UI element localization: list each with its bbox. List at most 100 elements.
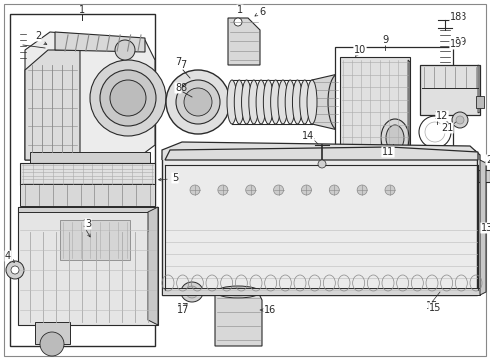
Text: 13: 13 [481,223,490,233]
Ellipse shape [278,80,288,124]
Text: 17: 17 [177,305,189,315]
Bar [10,14,155,346]
Circle shape [100,70,156,126]
Bar [476,96,484,108]
Polygon shape [165,147,478,160]
Text: 17: 17 [177,303,189,313]
Ellipse shape [186,286,198,298]
Bar [35,322,70,344]
Text: 1: 1 [79,5,85,15]
Polygon shape [478,65,480,113]
Polygon shape [55,32,145,52]
Circle shape [452,112,468,128]
Text: 21: 21 [442,123,454,133]
Text: 8: 8 [175,83,181,93]
Circle shape [245,185,256,195]
Text: 14: 14 [304,133,316,143]
Text: 18: 18 [455,12,467,22]
Polygon shape [462,150,490,198]
Circle shape [11,266,19,274]
Circle shape [110,80,146,116]
Text: 10: 10 [354,45,366,55]
Text: 6: 6 [259,7,265,17]
Text: 2: 2 [35,31,41,41]
Polygon shape [215,292,262,346]
Bar [60,220,130,260]
Bar [20,163,155,185]
Ellipse shape [263,80,273,124]
Circle shape [318,160,326,168]
Polygon shape [148,207,158,325]
Bar [18,207,158,325]
Ellipse shape [249,80,259,124]
Text: 5: 5 [172,173,178,183]
Circle shape [301,185,312,195]
Ellipse shape [181,282,203,302]
Text: 15: 15 [426,301,438,311]
Bar [335,47,453,162]
Polygon shape [162,142,480,160]
Text: 16: 16 [265,305,277,315]
Ellipse shape [386,125,404,151]
Text: 15: 15 [429,303,441,313]
Ellipse shape [270,80,281,124]
Polygon shape [228,18,260,65]
Text: 12: 12 [436,111,448,121]
Circle shape [40,332,64,356]
Ellipse shape [307,80,317,124]
Text: 7: 7 [175,57,181,67]
Text: 10: 10 [354,45,366,55]
Text: 4: 4 [5,251,11,261]
Polygon shape [408,60,410,160]
Text: 20: 20 [486,155,490,165]
Ellipse shape [242,80,251,124]
Circle shape [190,185,200,195]
Text: 16: 16 [264,305,276,315]
Ellipse shape [256,80,266,124]
Circle shape [385,185,395,195]
Text: 9: 9 [382,35,388,45]
Circle shape [218,185,228,195]
Bar [20,184,155,206]
Ellipse shape [300,80,310,124]
Polygon shape [25,32,155,160]
Text: 3: 3 [85,219,91,229]
Ellipse shape [227,80,237,124]
Ellipse shape [328,74,348,130]
Text: 8: 8 [180,83,186,93]
Text: 6: 6 [259,7,265,17]
Bar [420,65,480,115]
Polygon shape [18,207,158,212]
Circle shape [464,184,472,192]
Text: 18: 18 [450,12,462,22]
Ellipse shape [234,80,245,124]
Text: 9: 9 [382,35,388,45]
Ellipse shape [293,80,302,124]
Ellipse shape [216,286,260,298]
Circle shape [115,40,135,60]
Text: 4: 4 [5,251,11,261]
Text: 19: 19 [455,37,467,47]
Text: 7: 7 [180,60,186,70]
Circle shape [357,185,367,195]
Polygon shape [25,50,80,160]
Circle shape [184,88,212,116]
Circle shape [90,60,166,136]
Bar [162,155,477,295]
Text: 12: 12 [434,111,446,121]
Text: 3: 3 [82,219,88,229]
Text: 5: 5 [172,173,178,183]
Circle shape [329,185,339,195]
Text: 11: 11 [382,147,394,157]
Bar [30,152,150,164]
Text: 2: 2 [35,32,41,42]
Circle shape [6,261,24,279]
Text: 11: 11 [384,147,396,157]
Circle shape [166,70,230,134]
Polygon shape [162,288,480,295]
Text: 19: 19 [450,39,462,49]
Circle shape [234,18,242,26]
Circle shape [464,156,472,164]
Polygon shape [312,74,338,130]
Circle shape [176,80,220,124]
